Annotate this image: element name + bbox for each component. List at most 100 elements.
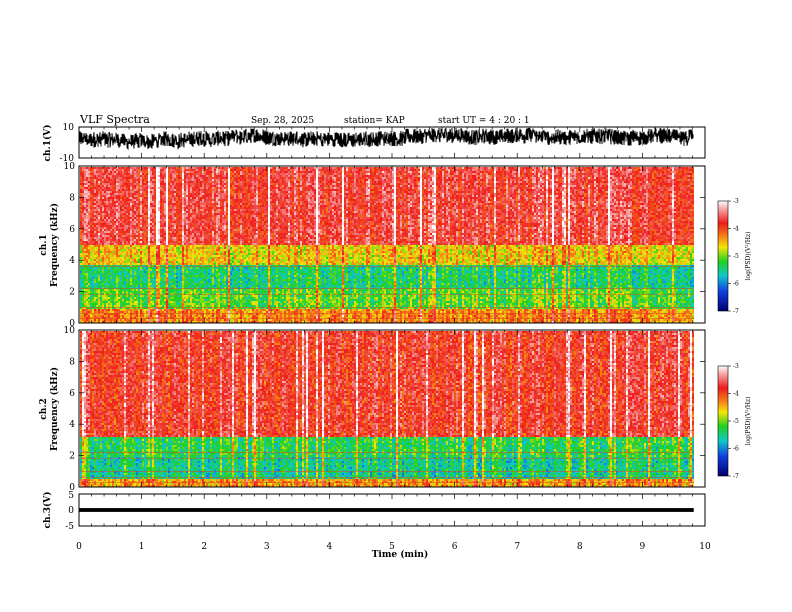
spectrogram-cell — [138, 293, 140, 295]
spectrogram-cell — [88, 231, 90, 233]
spectrogram-cell — [128, 295, 130, 297]
spectrogram-cell — [154, 197, 156, 199]
spectrogram-cell — [154, 305, 156, 307]
spectrogram-cell — [200, 291, 202, 293]
spectrogram-cell — [108, 191, 110, 193]
spectrogram-cell — [202, 289, 204, 291]
spectrogram-cell — [202, 225, 204, 227]
spectrogram-cell — [144, 243, 146, 245]
spectrogram-cell — [104, 295, 106, 297]
spectrogram-cell — [100, 223, 102, 225]
spectrogram-cell — [116, 235, 118, 237]
spectrogram-cell — [112, 185, 114, 187]
spectrogram-cell — [86, 183, 88, 185]
spectrogram-cell — [116, 263, 118, 265]
spectrogram-cell — [126, 239, 128, 241]
spectrogram-cell — [174, 191, 176, 193]
spectrogram-cell — [106, 263, 108, 265]
spectrogram-cell — [126, 187, 128, 189]
spectrogram-cell — [178, 195, 180, 197]
spectrogram-cell — [148, 283, 150, 285]
spectrogram-cell — [84, 179, 86, 181]
spectrogram-cell — [110, 167, 112, 169]
spectrogram-cell — [184, 255, 186, 257]
spectrogram-cell — [166, 283, 168, 285]
spectrogram-cell — [130, 213, 132, 215]
spectrogram-cell — [150, 313, 152, 315]
spectrogram-cell — [180, 201, 182, 203]
spectrogram-cell — [120, 187, 122, 189]
spectrogram-cell — [104, 211, 106, 213]
spectrogram-cell — [108, 313, 110, 315]
spectrogram-cell — [84, 291, 86, 293]
spectrogram-cell — [156, 283, 158, 285]
spectrogram-cell — [202, 257, 204, 259]
spectrogram-cell — [174, 167, 176, 169]
spectrogram-cell — [82, 241, 84, 243]
spectrogram-cell — [126, 259, 128, 261]
spectrogram-cell — [100, 181, 102, 183]
spectrogram-cell — [162, 311, 164, 313]
spectrogram-cell — [122, 279, 124, 281]
spectrogram-cell — [98, 205, 100, 207]
spectrogram-cell — [200, 283, 202, 285]
spectrogram-cell — [186, 207, 188, 209]
spectrogram-cell — [90, 253, 92, 255]
spectrogram-cell — [138, 231, 140, 233]
spectrogram-cell — [132, 179, 134, 181]
spectrogram-cell — [192, 243, 194, 245]
spectrogram-cell — [172, 279, 174, 281]
spectrogram-cell — [202, 213, 204, 215]
spectrogram-cell — [140, 181, 142, 183]
spectrogram-cell — [104, 185, 106, 187]
spectrogram-cell — [132, 311, 134, 313]
spectrogram-cell — [86, 287, 88, 289]
spectrogram-cell — [204, 251, 206, 253]
spectrogram-cell — [92, 249, 94, 251]
spectrogram-cell — [202, 307, 204, 309]
spectrogram-cell — [158, 179, 160, 181]
spectrogram-cell — [136, 303, 138, 305]
spectrogram-cell — [118, 225, 120, 227]
spectrogram-cell — [164, 299, 166, 301]
spectrogram-cell — [154, 321, 156, 323]
spectrogram-cell — [104, 283, 106, 285]
spectrogram-cell — [154, 219, 156, 221]
spectrogram-cell — [168, 183, 170, 185]
spectrogram-cell — [134, 251, 136, 253]
spectrogram-cell — [142, 293, 144, 295]
spectrogram-cell — [86, 191, 88, 193]
spectrogram-cell — [192, 167, 194, 169]
spectrogram-cell — [120, 321, 122, 323]
spectrogram-cell — [140, 219, 142, 221]
spectrogram-cell — [194, 255, 196, 257]
spectrogram-cell — [110, 171, 112, 173]
spectrogram-cell — [148, 313, 150, 315]
spectrogram-cell — [200, 217, 202, 219]
spectrogram-cell — [130, 277, 132, 279]
spectrogram-cell — [192, 253, 194, 255]
spectrogram-cell — [94, 199, 96, 201]
spectrogram-cell — [170, 221, 172, 223]
spectrogram-cell — [156, 215, 158, 217]
spectrogram-cell — [156, 233, 158, 235]
spectrogram-cell — [128, 207, 130, 209]
spectrogram-cell — [116, 217, 118, 219]
spectrogram-cell — [168, 303, 170, 305]
spectrogram-cell — [194, 225, 196, 227]
spectrogram-cell — [100, 227, 102, 229]
spectrogram-cell — [94, 201, 96, 203]
spectrogram-cell — [112, 189, 114, 191]
spectrogram-cell — [178, 305, 180, 307]
spectrogram-cell — [100, 199, 102, 201]
spectrogram-cell — [102, 245, 104, 247]
spectrogram-cell — [180, 229, 182, 231]
spectrogram-cell — [194, 227, 196, 229]
spectrogram-cell — [150, 245, 152, 247]
spectrogram-cell — [132, 305, 134, 307]
spectrogram-cell — [188, 295, 190, 297]
spectrogram-cell — [100, 193, 102, 195]
spectrogram-cell — [190, 265, 192, 267]
spectrogram-cell — [112, 171, 114, 173]
spectrogram-cell — [106, 219, 108, 221]
